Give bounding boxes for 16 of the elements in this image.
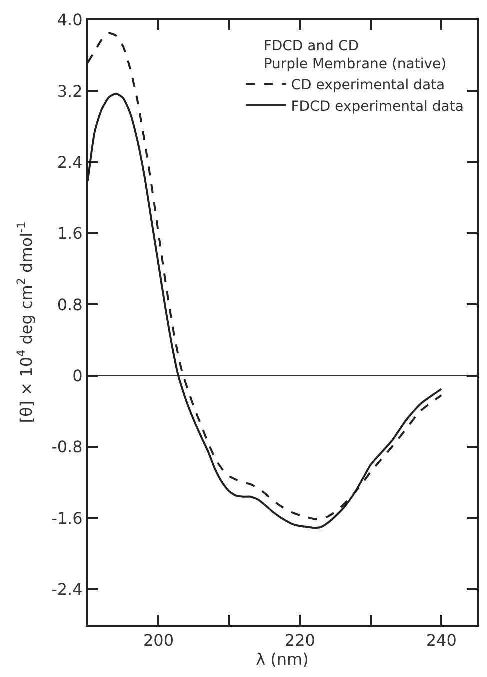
- y-tick-label: -1.6: [52, 508, 83, 528]
- y-tick-label: -0.8: [52, 438, 83, 457]
- legend-label: CD experimental data: [291, 78, 446, 94]
- x-tick-label: 220: [284, 631, 316, 650]
- x-axis-title: λ (nm): [256, 650, 309, 670]
- y-tick-label: 0: [72, 366, 83, 386]
- y-tick-label: -2.4: [52, 580, 83, 600]
- y-tick-label: 1.6: [57, 224, 83, 244]
- legend-title: FDCD and CD Purple Membrane (native): [264, 38, 447, 72]
- legend-label: FDCD experimental data: [291, 98, 464, 115]
- y-tick-label: 0.8: [57, 295, 83, 314]
- x-tick-label: 240: [426, 631, 457, 650]
- y-tick-label: 4.0: [57, 10, 83, 30]
- x-tick-label: 200: [143, 631, 174, 650]
- y-tick-label: 3.2: [57, 82, 83, 101]
- y-tick-label: 2.4: [57, 152, 83, 172]
